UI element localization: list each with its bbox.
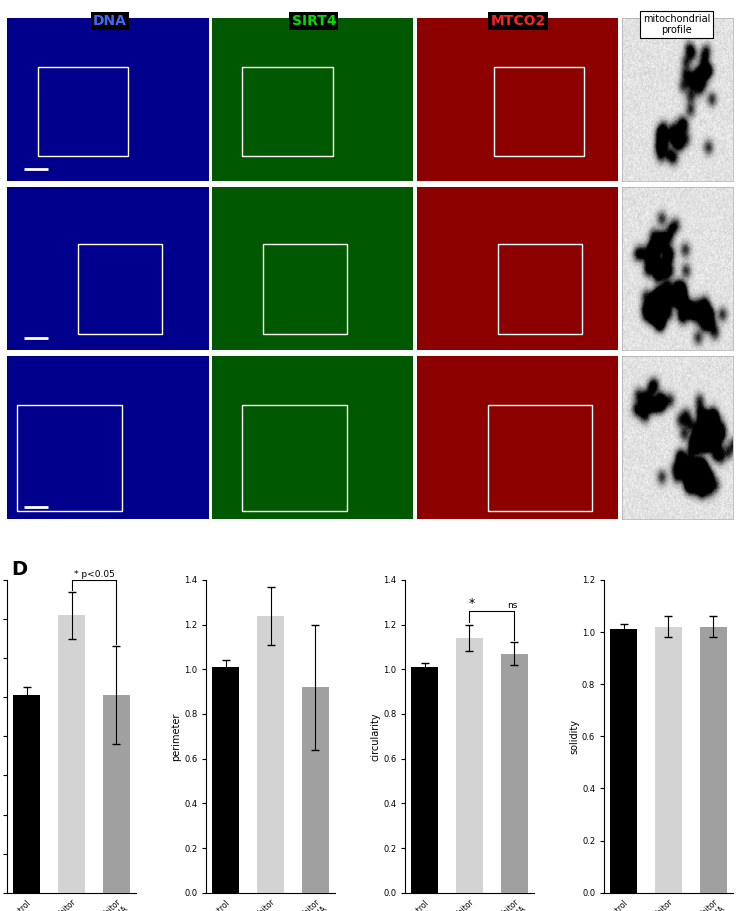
Bar	[501, 653, 528, 893]
Bar	[243, 67, 333, 157]
Bar	[700, 627, 727, 893]
Text: ns: ns	[507, 601, 517, 610]
Bar	[497, 244, 582, 333]
Text: * p<0.05: * p<0.05	[73, 570, 115, 578]
Bar	[58, 615, 85, 893]
Bar	[257, 616, 284, 893]
Text: mitochondrial
profile: mitochondrial profile	[643, 14, 710, 36]
Bar	[610, 630, 637, 893]
Y-axis label: solidity: solidity	[569, 719, 579, 753]
Bar	[494, 67, 584, 157]
Y-axis label: perimeter: perimeter	[171, 712, 181, 761]
Bar	[103, 695, 130, 893]
Bar	[488, 405, 592, 511]
Text: D: D	[11, 560, 27, 579]
Bar	[243, 405, 347, 511]
Text: DNA: DNA	[92, 14, 127, 27]
Bar	[212, 667, 239, 893]
Bar	[302, 687, 329, 893]
Bar	[411, 667, 438, 893]
Bar	[263, 244, 347, 333]
Text: SIRT4: SIRT4	[292, 14, 336, 27]
Y-axis label: circularity: circularity	[370, 712, 380, 761]
Text: *: *	[468, 597, 475, 610]
Bar	[13, 695, 40, 893]
Text: MTCO2: MTCO2	[491, 14, 545, 27]
Bar	[456, 638, 483, 893]
Bar	[655, 627, 682, 893]
